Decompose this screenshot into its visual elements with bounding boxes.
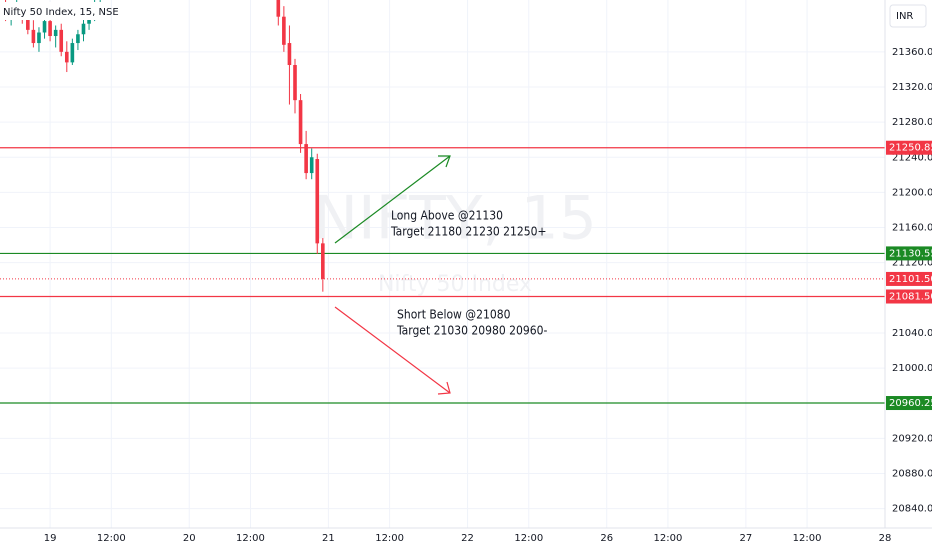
candle-body	[53, 29, 58, 37]
y-tick-label: 20880.00	[892, 469, 932, 480]
x-tick-label: 27	[739, 533, 752, 544]
price-label: 21101.50	[889, 274, 932, 285]
price-label-bg	[886, 246, 932, 261]
x-tick-label: 12:00	[97, 533, 126, 544]
title-bg	[0, 2, 104, 20]
x-tick-label: 21	[322, 533, 335, 544]
price-label: 21081.50	[889, 292, 932, 303]
price-label-bg	[886, 271, 932, 286]
short-arrow-head	[437, 381, 451, 395]
candle-body	[293, 65, 297, 101]
candle-body	[309, 157, 314, 174]
x-tick-label: 12:00	[514, 533, 543, 544]
y-tick-label: 21000.00	[892, 363, 932, 374]
x-tick-label: 12:00	[654, 533, 683, 544]
watermark: NIFTY, 15	[313, 184, 597, 254]
x-tick-label: 28	[879, 533, 892, 544]
annotation: Short Below @21080	[397, 308, 511, 322]
x-tick-label: 20	[183, 533, 196, 544]
price-label: 21250.85	[889, 143, 932, 154]
y-tick-label: 20840.00	[892, 504, 932, 515]
long-arrow	[334, 155, 451, 244]
candle-body	[70, 43, 75, 63]
price-label-bg	[886, 289, 932, 304]
y-tick-label: 21200.00	[892, 187, 932, 198]
y-tick-label: 21120.00	[892, 258, 932, 269]
x-tick-label: 19	[44, 533, 57, 544]
candle-body	[31, 29, 36, 44]
price-label: 20960.25	[889, 398, 932, 409]
candle-body	[64, 51, 69, 63]
long-arrow-head	[438, 155, 451, 168]
y-tick-label: 21320.00	[892, 82, 932, 93]
candle-body	[76, 34, 80, 44]
y-tick-label: 21160.00	[892, 223, 932, 234]
candle-body	[315, 159, 320, 244]
y-tick-label: 21240.00	[892, 152, 932, 163]
short-arrow	[334, 306, 451, 394]
price-label: 21130.55	[889, 248, 932, 259]
candle-body	[37, 32, 41, 44]
y-tick-label: 21360.00	[892, 47, 932, 58]
candle-body	[282, 16, 286, 45]
candle-body	[42, 21, 47, 33]
y-tick-label: 21040.00	[892, 328, 932, 339]
annotation: Target 21030 20980 20960-	[396, 324, 547, 338]
x-tick-label: 12:00	[375, 533, 404, 544]
annotation: Target 21180 21230 21250+	[390, 225, 547, 239]
price-label-bg	[886, 140, 932, 155]
candle-body	[81, 23, 86, 35]
candle-body	[321, 243, 325, 279]
price-label-bg	[886, 396, 932, 411]
annotation: Long Above @21130	[391, 209, 503, 223]
x-tick-label: 12:00	[793, 533, 822, 544]
candle-body	[287, 43, 292, 66]
candle-body	[304, 144, 308, 174]
x-tick-label: 22	[461, 533, 474, 544]
y-tick-label: 20920.00	[892, 433, 932, 444]
currency: INR	[896, 11, 913, 22]
x-tick-label: 12:00	[236, 533, 265, 544]
currency-box[interactable]	[889, 4, 927, 28]
candle-body	[276, 0, 281, 17]
candle-body	[59, 29, 64, 52]
candle-body	[26, 18, 30, 30]
chart-title: Nifty 50 Index, 15, NSE	[3, 7, 119, 18]
candle-body	[48, 21, 52, 37]
candle-body	[298, 100, 303, 145]
x-tick-label: 26	[600, 533, 613, 544]
y-tick-label: 21280.00	[892, 117, 932, 128]
watermark-subtitle: Nifty 50 Index	[378, 272, 532, 297]
